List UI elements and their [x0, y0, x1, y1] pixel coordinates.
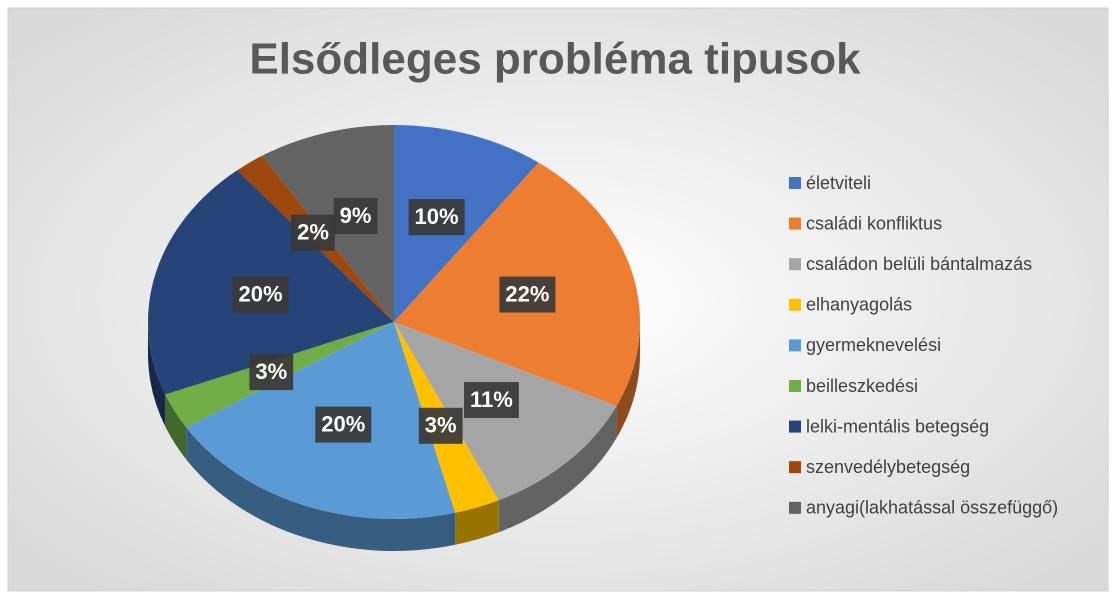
data-label-box [291, 214, 335, 251]
legend-swatch [789, 501, 801, 514]
slice-side [165, 394, 187, 460]
slice [394, 125, 539, 322]
legend-label: családi konfliktus [806, 213, 942, 233]
pie-tops [147, 125, 640, 519]
legend-label: gyermeknevelési [806, 335, 941, 355]
legend: életviteli családi konfliktus családon bel… [789, 173, 1058, 518]
data-label-box [333, 198, 378, 235]
data-label-box [315, 406, 372, 443]
data-label-box [408, 199, 465, 236]
chart-title: Elsődleges probléma tipusok [249, 35, 861, 84]
legend-label: anyagi(lakhatással összefüggő) [806, 498, 1058, 518]
data-label-box [232, 276, 289, 313]
data-labels: 10% 22% 11% 3% 20% 3% 20% 2% 9% [232, 198, 556, 444]
legend-swatch [789, 461, 801, 474]
pie-sides [148, 322, 640, 551]
data-label: 22% [505, 281, 549, 306]
data-label: 20% [321, 411, 365, 436]
slice-side [455, 500, 499, 545]
data-label-box [499, 276, 556, 313]
data-label-box [418, 407, 463, 444]
data-label: 20% [239, 281, 283, 306]
legend-label: szenvedélybetegség [806, 457, 970, 477]
legend-swatch [789, 298, 801, 311]
legend-swatch [789, 339, 801, 352]
data-label: 3% [255, 359, 287, 384]
legend-label: lelki-mentális betegség [806, 416, 989, 436]
data-label-box [249, 354, 294, 391]
data-label: 2% [297, 220, 329, 245]
legend-swatch [789, 380, 801, 392]
legend-label: életviteli [806, 173, 871, 193]
legend-swatch [789, 258, 801, 271]
data-label-box [463, 382, 519, 419]
data-label: 3% [425, 413, 457, 438]
legend-swatch [789, 217, 801, 230]
slice-side [616, 322, 640, 438]
slice-side [186, 427, 456, 551]
data-label: 11% [470, 387, 513, 412]
legend-label: elhanyagolás [806, 295, 912, 315]
slice-side [498, 405, 617, 533]
slice-side [148, 322, 166, 427]
legend-label: családon belüli bántalmazás [806, 254, 1032, 274]
legend-label: beilleszkedési [806, 376, 918, 396]
data-label: 10% [415, 204, 459, 229]
legend-swatch [789, 177, 801, 189]
data-label: 9% [340, 203, 372, 228]
legend-swatch [789, 420, 801, 433]
